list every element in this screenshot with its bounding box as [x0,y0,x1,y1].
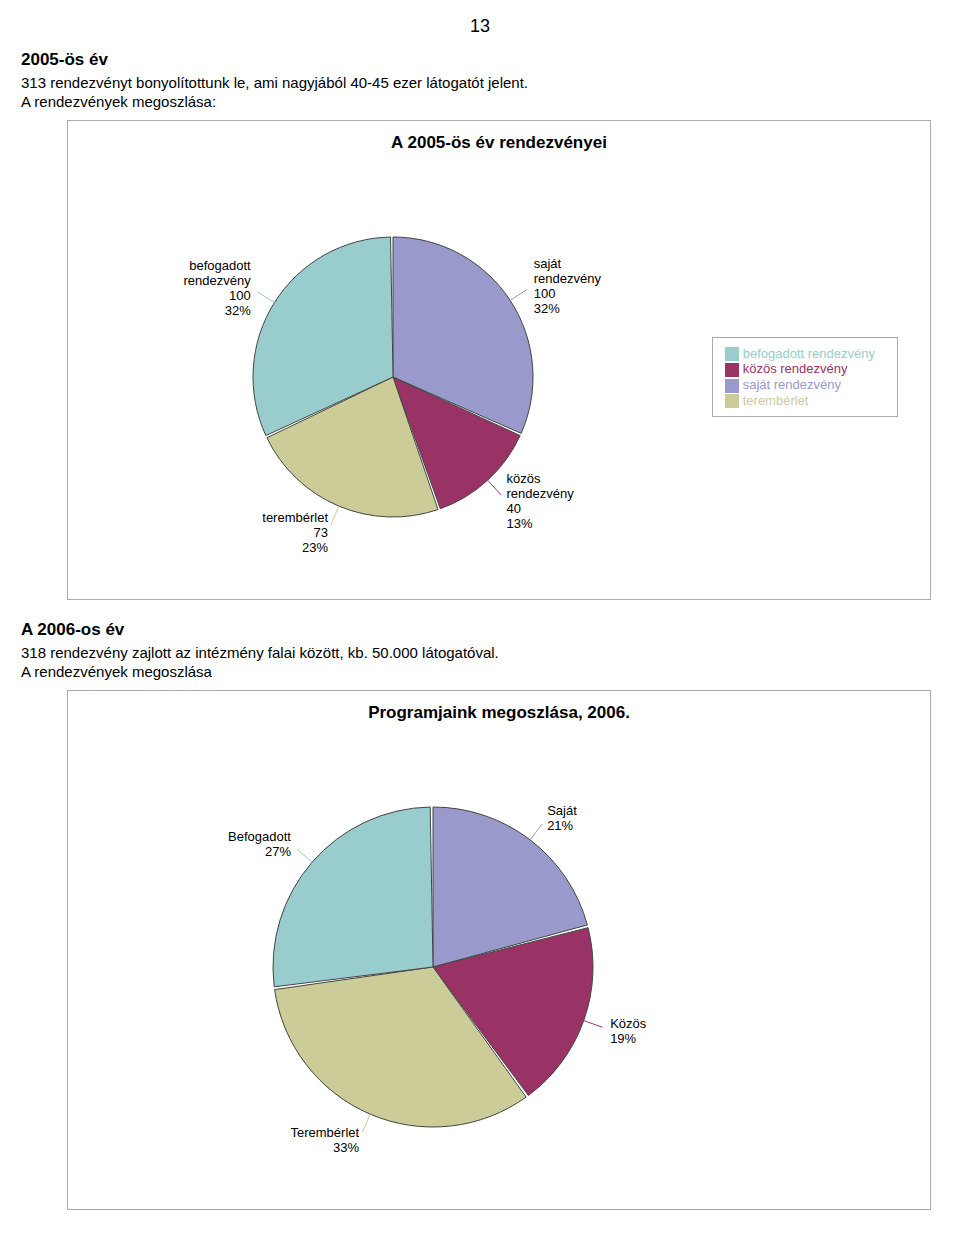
html-text:13: 13 [470,16,490,36]
svg-text:Közös19%: Közös19% [610,1015,647,1045]
html-text:Programjaink megoszlása, 2006.: Programjaink megoszlása, 2006. [368,703,630,722]
svg-text:Saját21%: Saját21% [547,803,577,833]
html-text:saját rendezvény: saját rendezvény [742,377,841,392]
html-text:terembérlet: terembérlet [742,392,809,408]
svg-text:Befogadott27%: Befogadott27% [228,829,291,859]
html-text:befogadott rendezvény: befogadott rendezvény [742,345,875,361]
svg-text:sajátrendezvény10032%: sajátrendezvény10032% [534,255,602,315]
html-text:318 rendezvény zajlott az inté: 318 rendezvény zajlott az intézmény fala… [21,644,499,661]
html-text:A 2005-ös év rendezvényei: A 2005-ös év rendezvényei [391,133,607,152]
svg-text:közösrendezvény4013%: közösrendezvény4013% [507,471,575,531]
html-text:A 2006-os év: A 2006-os év [21,620,125,639]
html-text:313 rendezvényt bonyolítottunk: 313 rendezvényt bonyolítottunk le, ami n… [21,74,528,91]
html-text:közös rendezvény: közös rendezvény [742,361,848,377]
html-text:A rendezvények megoszlása: A rendezvények megoszlása [21,663,212,680]
svg-text:terembérlet7323%: terembérlet7323% [262,509,328,554]
svg-text:Terembérlet33%: Terembérlet33% [290,1125,359,1155]
html-text:A rendezvények megoszlása:: A rendezvények megoszlása: [21,93,217,110]
html-text:2005-ös év: 2005-ös év [21,50,108,69]
svg-text:befogadottrendezvény10032%: befogadottrendezvény10032% [184,258,252,318]
